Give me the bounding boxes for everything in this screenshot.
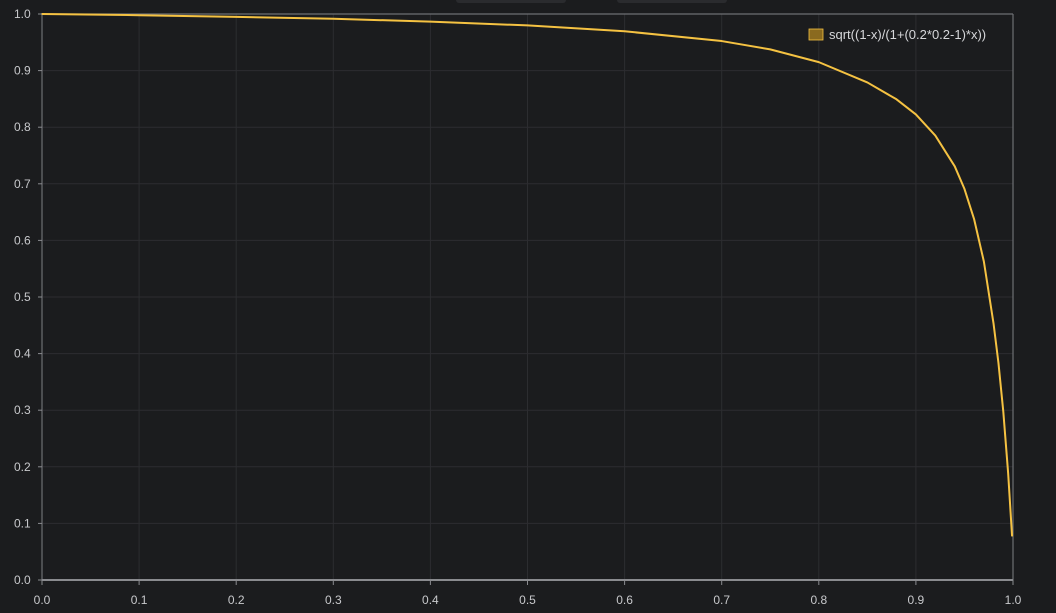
x-tick-label: 0.4 (422, 593, 439, 607)
y-tick-label: 0.1 (14, 516, 31, 530)
y-tick-label: 0.3 (14, 403, 31, 417)
y-tick-label: 0.8 (14, 120, 31, 134)
x-tick-label: 0.3 (325, 593, 342, 607)
y-tick-label: 0.6 (14, 233, 31, 247)
y-tick-label: 0.7 (14, 177, 31, 191)
y-tick-label: 0.4 (14, 347, 31, 361)
top-tab-stub-right[interactable] (617, 0, 727, 3)
x-tick-label: 0.1 (131, 593, 148, 607)
x-tick-label: 0.6 (616, 593, 633, 607)
y-tick-label: 0.5 (14, 290, 31, 304)
y-tick-label: 1.0 (14, 7, 31, 21)
x-tick-label: 0.8 (810, 593, 827, 607)
series-layer (41, 13, 1014, 537)
x-tick-label: 0.0 (34, 593, 51, 607)
y-tick-label: 0.9 (14, 64, 31, 78)
legend-swatch[interactable] (808, 28, 824, 41)
series-line (41, 13, 1014, 537)
legend-label[interactable]: sqrt((1-x)/(1+(0.2*0.2-1)*x)) (829, 27, 986, 42)
tick-labels: 0.0 0.1 0.2 0.3 0.4 0.5 0.6 0.7 0.8 0.9 1.0 0.0 0.1 0… (14, 7, 1022, 607)
x-tick-label: 0.7 (713, 593, 730, 607)
legend[interactable]: sqrt((1-x)/(1+(0.2*0.2-1)*x)) (808, 27, 986, 42)
x-tick-label: 0.9 (908, 593, 925, 607)
top-tab-stub-left[interactable] (456, 0, 566, 3)
x-tick-label: 1.0 (1005, 593, 1022, 607)
y-tick-label: 0.0 (14, 573, 31, 587)
y-tick-label: 0.2 (14, 460, 31, 474)
grid-lines (41, 13, 1014, 581)
x-tick-label: 0.5 (519, 593, 536, 607)
x-tick-label: 0.2 (228, 593, 245, 607)
